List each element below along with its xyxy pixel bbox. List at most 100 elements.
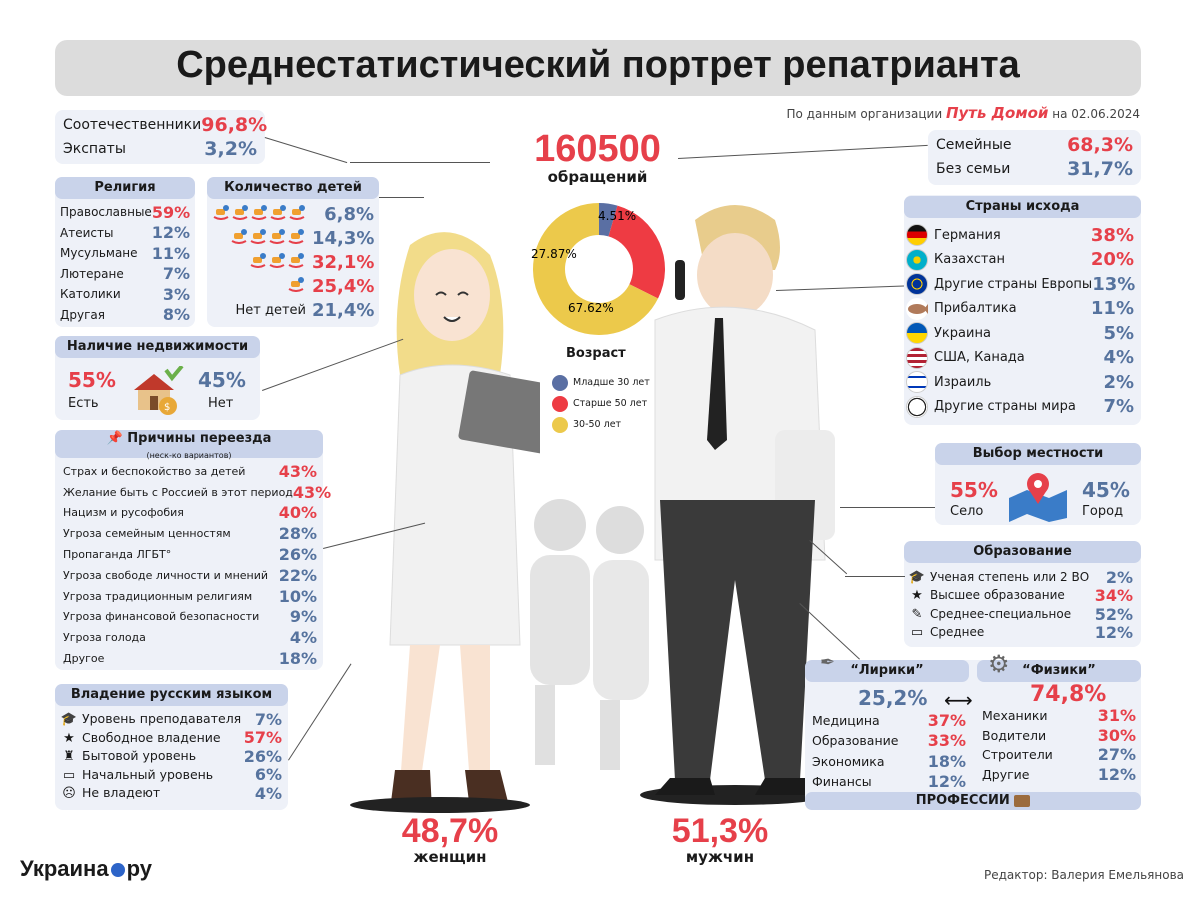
religion-row-label-text: Католики (60, 287, 121, 302)
religion-row: Другая 8% (60, 305, 190, 326)
country-row: Прибалтика 11% (906, 297, 1134, 322)
physics-row-label: Строители (982, 747, 1053, 762)
children-row: 14,3% (212, 226, 374, 250)
reason-row-label-text: Угроза свободе личности и мнений (63, 568, 269, 582)
russian-list: 🎓 Уровень преподавателя 7% ★ Свободное вла… (60, 710, 282, 803)
rocking-horse-icon (212, 204, 230, 220)
legend-swatch (552, 416, 568, 433)
country-label: США, Канада (934, 350, 1025, 366)
connector-line (379, 197, 424, 198)
russian-row-label: 🎓 Уровень преподавателя (60, 711, 241, 727)
country-value: 4% (1103, 347, 1134, 369)
education-row-label: 🎓 Ученая степень или 2 ВО (908, 570, 1089, 585)
rocking-horse-icon (249, 228, 267, 244)
reason-row-value: 9% (289, 607, 317, 627)
rocking-horse-icon (288, 204, 306, 220)
children-panel (207, 177, 379, 327)
eu-flag-icon (906, 273, 928, 296)
source-prefix: По данным организации (786, 107, 943, 121)
woman-illustration (350, 232, 540, 813)
person-icon: ☹ (62, 786, 76, 802)
education-row: ★ Высшее образование 34% (908, 586, 1133, 605)
physics-row: Водители 30% (982, 726, 1136, 746)
country-row: Украина 5% (906, 321, 1134, 346)
country-row: Другие страны Европы 13% (906, 272, 1135, 297)
country-label-wrap: США, Канада (906, 346, 1025, 369)
religion-row-label-text: Лютеране (60, 266, 124, 281)
country-label-wrap: Германия (906, 224, 1001, 247)
rocking-horse-icon (269, 204, 287, 220)
education-row-value: 52% (1094, 604, 1133, 624)
children-value: 14,3% (312, 227, 375, 249)
country-label-wrap: Израиль (906, 371, 991, 394)
lyrics-list: Медицина 37% Образование 33% Экономика 1… (812, 710, 966, 792)
lyrics-header: “Лирики” (805, 660, 969, 682)
age-slice-label: 67.62% (568, 301, 614, 315)
children-icons (287, 276, 306, 296)
russian-row: ☹ Не владеют 4% (60, 784, 282, 803)
reason-row-label-text: Пропаганда ЛГБТ° (63, 548, 172, 562)
country-value: 38% (1090, 224, 1134, 246)
reasons-subtitle: (неск-ко вариантов) (146, 451, 232, 460)
physics-row: Другие 12% (982, 765, 1136, 785)
russian-row-label: ▭ Начальный уровень (60, 767, 213, 783)
country-value: 11% (1090, 298, 1134, 320)
lyrics-row: Экономика 18% (812, 751, 966, 772)
realty-yes-label: Есть (68, 396, 99, 411)
reason-row-label-text: Другое (63, 652, 105, 666)
age-slice (533, 203, 659, 335)
reason-row: Нацизм и русофобия 40% (63, 503, 317, 524)
map-pin-icon (1005, 470, 1071, 522)
reason-row-label: Пропаганда ЛГБТ° (63, 548, 171, 561)
lyrics-title: “Лирики” (850, 663, 924, 678)
reason-row-label-text: Угроза семейным ценностям (63, 527, 231, 541)
children-row: Нет детей 21,4% (212, 298, 375, 322)
education-row-value: 12% (1094, 623, 1133, 643)
physics-row-label: Другие (982, 767, 1029, 782)
age-legend-item: 30-50 лет (552, 414, 650, 435)
connector-line (840, 507, 935, 508)
reason-row-value: 28% (278, 524, 317, 544)
women-label: женщин (413, 848, 487, 866)
religion-row-label-text: Другая (60, 307, 105, 322)
lyrics-row-label-text: Экономика (812, 753, 885, 769)
country-label-wrap: Украина (906, 322, 991, 345)
reason-row-value: 4% (289, 628, 317, 648)
physics-row-value: 27% (1097, 745, 1136, 765)
source-org: Путь Домой (945, 104, 1049, 122)
kazakhstan-flag-icon (906, 248, 928, 271)
usa-canada-flag-icon (906, 346, 928, 369)
reason-row: Угроза традиционным религиям 10% (63, 586, 317, 607)
lyrics-row-label-text: Образование (812, 733, 899, 749)
age-legend-item: Старше 50 лет (552, 393, 650, 414)
men-value: 51,3% (671, 812, 769, 850)
education-row: ▭ Среднее 12% (908, 623, 1133, 643)
brand-logo: Украина ру (20, 856, 152, 882)
education-row-label: ✎ Среднее-специальное (908, 607, 1072, 622)
physics-row-value: 12% (1097, 764, 1136, 784)
country-label: Другие страны Европы (934, 276, 1093, 292)
children-row: 25,4% (212, 274, 374, 298)
star-icon: ★ (911, 588, 923, 604)
russian-header: Владение русским языком (55, 684, 288, 706)
country-label-wrap: Другие страны мира (906, 395, 1076, 418)
countries-list: Германия 38% Казахстан 20% Другие страны… (906, 223, 1135, 420)
religion-list: Православные 59% Атеисты 12% Мусульмане … (60, 202, 190, 325)
rocking-horse-icon (230, 228, 248, 244)
physics-total: 74,8% (1030, 682, 1107, 707)
children-value: 21,4% (312, 299, 375, 321)
pushpin-icon: 📌 (106, 431, 123, 446)
rocking-horse-icon (268, 228, 286, 244)
family-row: Семейные 68,3% (936, 133, 1133, 157)
realty-yes-value: 55% (68, 368, 116, 392)
religion-row-label: Мусульмане (60, 246, 138, 260)
children-value: 25,4% (312, 275, 375, 297)
age-legend-label: 30-50 лет (573, 419, 622, 430)
religion-row-value: 12% (151, 223, 190, 243)
man-illustration (640, 205, 835, 805)
country-value: 5% (1103, 322, 1134, 344)
country-row: Другие страны мира 7% (906, 395, 1134, 420)
education-row-value: 2% (1105, 567, 1133, 587)
locality-header: Выбор местности (935, 443, 1141, 465)
education-row-label-text: Высшее образование (930, 588, 1065, 603)
